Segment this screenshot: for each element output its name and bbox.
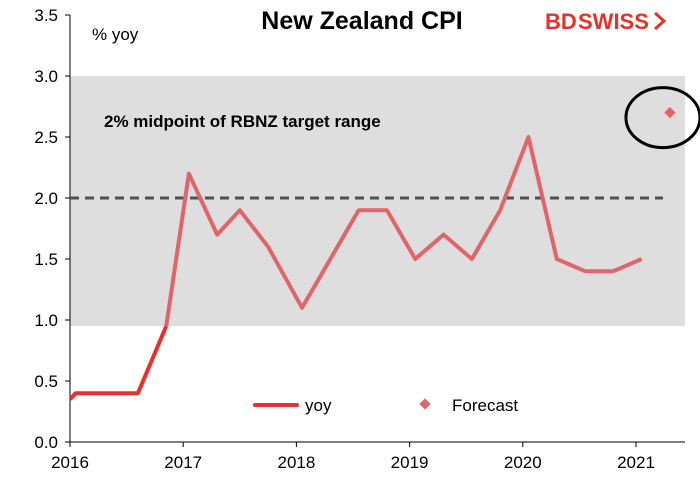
x-tick-label: 2020 bbox=[504, 453, 542, 472]
y-axis-unit-label: % yoy bbox=[92, 25, 139, 44]
x-tick-label: 2017 bbox=[164, 453, 202, 472]
target-range-annotation: 2% midpoint of RBNZ target range bbox=[104, 112, 381, 131]
y-tick-label: 0.5 bbox=[34, 372, 58, 391]
y-tick-label: 0.0 bbox=[34, 433, 58, 452]
logo-bd-text: BD bbox=[545, 9, 577, 34]
series-yoy-line bbox=[164, 135, 643, 327]
y-tick-label: 1.0 bbox=[34, 311, 58, 330]
logo-swiss-text: SWISS bbox=[578, 9, 649, 34]
series-yoy-line-below-band bbox=[68, 325, 169, 401]
axes: 0.0 0.5 1.0 1.5 2.0 2.5 3.0 3.5 2016 2017 2018 2019… bbox=[34, 6, 685, 472]
chart-title: New Zealand CPI bbox=[261, 7, 462, 35]
logo-chevron-icon bbox=[654, 11, 667, 31]
y-tick-label: 1.5 bbox=[34, 250, 58, 269]
bdswiss-logo: BD SWISS bbox=[545, 9, 667, 34]
y-tick-label: 2.0 bbox=[34, 189, 58, 208]
legend-forecast-label: Forecast bbox=[452, 396, 518, 415]
legend-yoy-label: yoy bbox=[305, 396, 332, 415]
y-tick-label: 2.5 bbox=[34, 128, 58, 147]
y-tick-label: 3.5 bbox=[34, 6, 58, 25]
x-tick-label: 2019 bbox=[391, 453, 429, 472]
legend-forecast-swatch bbox=[419, 398, 431, 410]
y-tick-label: 3.0 bbox=[34, 67, 58, 86]
legend: yoy Forecast bbox=[253, 396, 518, 415]
x-tick-label: 2018 bbox=[277, 453, 315, 472]
x-tick-label: 2016 bbox=[51, 453, 89, 472]
x-tick-label: 2021 bbox=[617, 453, 655, 472]
